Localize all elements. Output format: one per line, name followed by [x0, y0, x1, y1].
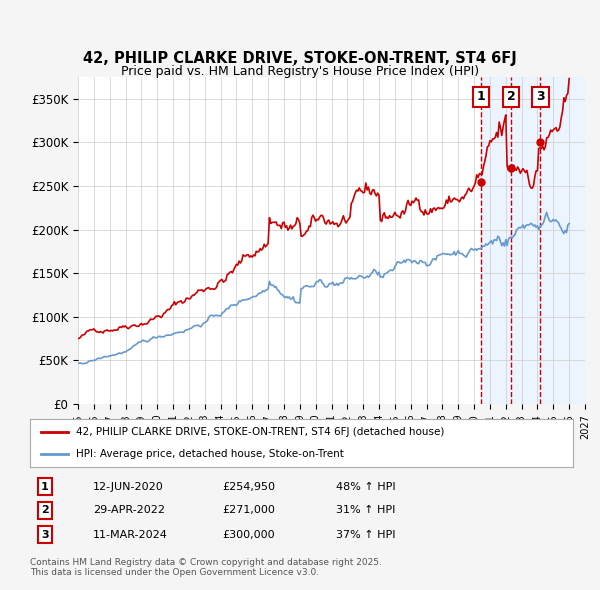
Text: 2: 2	[41, 506, 49, 515]
Text: HPI: Average price, detached house, Stoke-on-Trent: HPI: Average price, detached house, Stok…	[76, 449, 344, 459]
Text: 1: 1	[476, 90, 485, 103]
Text: 37% ↑ HPI: 37% ↑ HPI	[336, 530, 395, 539]
Text: 11-MAR-2024: 11-MAR-2024	[93, 530, 168, 539]
Text: 2: 2	[506, 90, 515, 103]
Text: 29-APR-2022: 29-APR-2022	[93, 506, 165, 515]
Text: 3: 3	[536, 90, 545, 103]
Text: Contains HM Land Registry data © Crown copyright and database right 2025.
This d: Contains HM Land Registry data © Crown c…	[30, 558, 382, 577]
Text: 1: 1	[41, 482, 49, 491]
Text: 31% ↑ HPI: 31% ↑ HPI	[336, 506, 395, 515]
Text: Price paid vs. HM Land Registry's House Price Index (HPI): Price paid vs. HM Land Registry's House …	[121, 65, 479, 78]
Text: £254,950: £254,950	[222, 482, 275, 491]
Text: 48% ↑ HPI: 48% ↑ HPI	[336, 482, 395, 491]
Text: 42, PHILIP CLARKE DRIVE, STOKE-ON-TRENT, ST4 6FJ: 42, PHILIP CLARKE DRIVE, STOKE-ON-TRENT,…	[83, 51, 517, 67]
Text: 42, PHILIP CLARKE DRIVE, STOKE-ON-TRENT, ST4 6FJ (detached house): 42, PHILIP CLARKE DRIVE, STOKE-ON-TRENT,…	[76, 427, 445, 437]
Text: 3: 3	[41, 530, 49, 539]
Text: £300,000: £300,000	[222, 530, 275, 539]
Text: 12-JUN-2020: 12-JUN-2020	[93, 482, 164, 491]
Bar	[481, 77, 585, 404]
Text: £271,000: £271,000	[222, 506, 275, 515]
